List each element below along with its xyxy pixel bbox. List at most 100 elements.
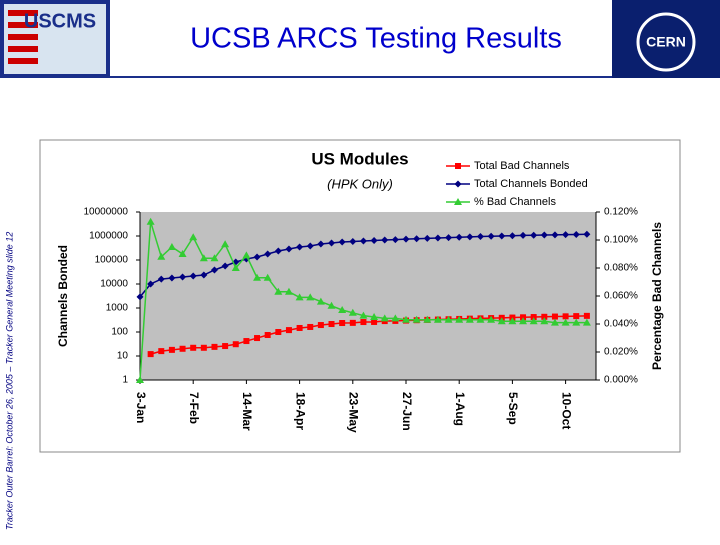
marker [328, 321, 335, 328]
marker [275, 329, 282, 335]
marker [296, 243, 304, 251]
marker [540, 317, 549, 325]
y-tick-label: 1 [122, 375, 128, 386]
marker [221, 262, 229, 270]
marker [455, 163, 461, 169]
y2-tick-label: 0.100% [604, 235, 638, 246]
marker [274, 287, 283, 295]
x-tick-label: 23-May [347, 392, 361, 433]
marker [157, 252, 166, 260]
marker [168, 274, 176, 282]
y2-tick-label: 0.020% [604, 347, 638, 358]
marker [243, 338, 250, 345]
marker [508, 317, 517, 325]
y2-tick-label: 0.040% [604, 319, 638, 330]
marker [519, 317, 528, 325]
marker [519, 231, 527, 239]
y-axis-label: Channels Bonded [56, 245, 70, 347]
marker [402, 235, 410, 243]
marker [349, 237, 357, 245]
marker [561, 318, 570, 326]
marker [178, 250, 187, 257]
marker [306, 293, 315, 301]
marker [381, 236, 389, 244]
marker [158, 348, 165, 355]
marker [168, 346, 175, 353]
x-tick-label: 27-Jun [400, 392, 414, 431]
logo-stripes [8, 10, 38, 64]
marker [508, 232, 516, 240]
marker [200, 271, 208, 279]
chart-title: US Modules [311, 149, 408, 168]
y-tick-label: 1000000 [89, 231, 128, 242]
marker [391, 314, 400, 322]
marker [338, 306, 347, 313]
y2-tick-label: 0.060% [604, 291, 638, 302]
marker [295, 293, 304, 301]
y-tick-label: 1000 [106, 303, 129, 314]
marker [359, 311, 368, 319]
marker [433, 315, 442, 323]
marker [541, 313, 548, 320]
y2-tick-label: 0.120% [604, 207, 638, 218]
y-tick-label: 10 [117, 351, 129, 362]
marker [264, 250, 272, 258]
y2-tick-label: 0.080% [604, 263, 638, 274]
marker [263, 273, 272, 281]
marker [455, 233, 463, 241]
marker [167, 243, 176, 250]
marker [476, 315, 485, 323]
marker [444, 315, 453, 323]
marker [199, 254, 208, 262]
legend-label: Total Bad Channels [474, 160, 570, 172]
marker [285, 245, 293, 253]
marker [572, 318, 581, 326]
marker [338, 238, 346, 246]
marker [136, 293, 144, 301]
left-logo-text: USCMS [24, 10, 96, 32]
marker [583, 230, 591, 238]
marker [550, 318, 559, 326]
marker [412, 315, 421, 323]
marker [540, 231, 548, 239]
marker [380, 314, 389, 322]
marker [232, 341, 239, 348]
marker [317, 240, 325, 248]
marker [465, 315, 474, 323]
marker [454, 180, 462, 188]
marker [307, 323, 314, 330]
legend-label: % Bad Channels [474, 196, 556, 208]
marker [179, 273, 187, 281]
marker [359, 237, 367, 245]
y-tick-label: 100 [111, 327, 128, 338]
chart-subtitle: (HPK Only) [327, 176, 393, 191]
marker [423, 315, 432, 323]
marker [391, 236, 399, 244]
marker [413, 235, 421, 243]
marker [189, 272, 197, 280]
marker [210, 266, 218, 274]
marker [210, 254, 219, 262]
marker [497, 317, 506, 325]
marker [146, 217, 155, 225]
x-tick-label: 5-Sep [506, 392, 520, 425]
marker [211, 343, 218, 350]
y2-axis-label: Percentage Bad Channels [650, 222, 664, 370]
marker [349, 319, 356, 326]
marker [487, 315, 496, 323]
marker [562, 231, 570, 239]
marker [253, 253, 261, 261]
marker [285, 327, 292, 334]
marker [147, 280, 155, 288]
y2-tick-label: 0.000% [604, 375, 638, 386]
marker [529, 317, 538, 325]
marker [370, 313, 379, 320]
x-tick-label: 10-Oct [559, 392, 573, 429]
marker [274, 247, 282, 255]
marker [360, 319, 367, 326]
marker [573, 313, 580, 320]
marker [317, 322, 324, 329]
x-tick-label: 7-Feb [187, 392, 201, 424]
marker [157, 275, 165, 283]
